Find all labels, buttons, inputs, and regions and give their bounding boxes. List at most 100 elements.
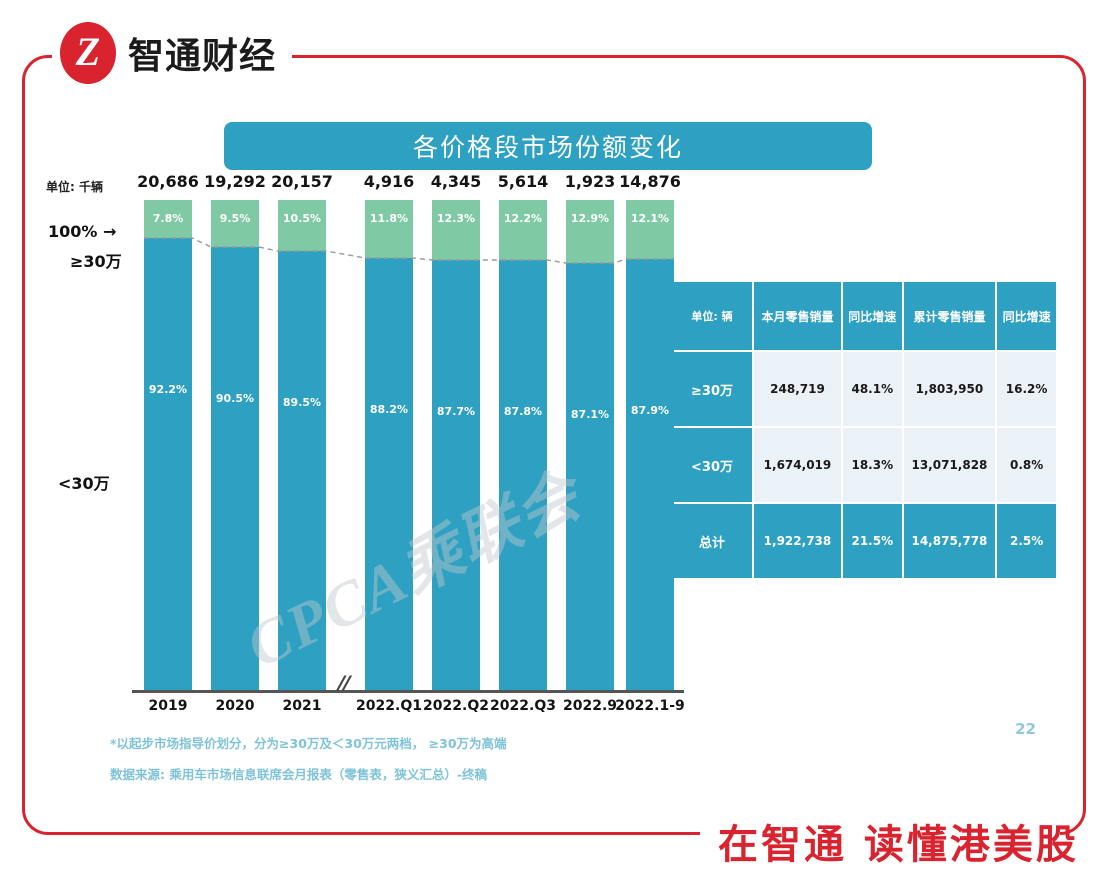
- table-cell: 18.3%: [842, 428, 902, 502]
- bar-segment-low: 88.2%: [365, 258, 413, 690]
- table-column-header: 同比增速: [842, 282, 902, 350]
- bar-segment-high: 11.8%: [365, 200, 413, 258]
- x-axis-tick-label: 2022.Q3: [490, 698, 556, 714]
- bar-segment-label: 12.2%: [503, 212, 543, 225]
- bar-segment-label: 87.9%: [630, 404, 670, 417]
- x-axis-tick-label: 2020: [215, 698, 255, 714]
- bar-total-label: 4,916: [363, 172, 415, 191]
- table-cell: 14,875,778: [903, 504, 996, 578]
- table-row-header: 总计: [672, 504, 752, 578]
- bar-segment-label: 10.5%: [282, 212, 322, 225]
- bar-segment-high: 7.8%: [144, 200, 192, 238]
- page-number: 22: [1015, 720, 1036, 738]
- bar-segment-low: 89.5%: [278, 251, 326, 690]
- bar-segment-label: 12.9%: [570, 212, 610, 225]
- bar-segment-low: 87.9%: [626, 259, 674, 690]
- brand-tagline: 在智通 读懂港美股: [718, 822, 1079, 868]
- x-axis-tick-label: 2021: [282, 698, 322, 714]
- bar-segment-high: 12.9%: [566, 200, 614, 263]
- table-cell: 0.8%: [997, 428, 1056, 502]
- bar-segment-low: 90.5%: [211, 247, 259, 690]
- table-row: <30万 1,674,019 18.3% 13,071,828 0.8%: [672, 428, 1056, 502]
- bar-segment-label: 87.1%: [570, 408, 610, 421]
- bar-segment-low: 92.2%: [144, 238, 192, 690]
- x-axis-tick-label: 2022.Q2: [423, 698, 489, 714]
- axis-label-high-segment: ≥30万: [70, 252, 122, 271]
- logo-glyph: Z: [75, 29, 101, 74]
- bar-segment-label: 9.5%: [219, 212, 251, 225]
- table-cell: 48.1%: [842, 352, 902, 426]
- table-cell: 1,674,019: [754, 428, 841, 502]
- x-axis-tick-label: 2022.9: [562, 698, 618, 714]
- bar-segment-high: 12.2%: [499, 200, 547, 260]
- x-axis-tick-label: 2019: [148, 698, 188, 714]
- slide-canvas: 各价格段市场份额变化 单位: 千辆 100% → ≥30万 <30万 20,68…: [40, 100, 1070, 800]
- brand-logo: Z 智通财经: [60, 22, 276, 84]
- bar-total-label: 4,345: [430, 172, 482, 191]
- bar-total-label: 20,157: [271, 172, 333, 191]
- brand-name: 智通财经: [128, 36, 277, 77]
- table-row-header: <30万: [672, 428, 752, 502]
- bar-column: 4,345 12.3% 87.7%: [431, 172, 481, 690]
- table-body: ≥30万 248,719 48.1% 1,803,950 16.2% <30万 1,674,…: [672, 352, 1056, 578]
- x-axis-tick-label: 2022.Q1: [356, 698, 422, 714]
- table-row: ≥30万 248,719 48.1% 1,803,950 16.2%: [672, 352, 1056, 426]
- bar-column: 4,916 11.8% 88.2%: [364, 172, 414, 690]
- slide-red-frame: [22, 55, 1086, 835]
- bar-segment-label: 87.8%: [503, 405, 543, 418]
- x-axis-line: [132, 690, 684, 693]
- bar-segment-label: 12.1%: [630, 212, 670, 225]
- bar-total-label: 20,686: [137, 172, 199, 191]
- footnote-price-definition: *以起步市场指导价划分，分为≥30万及＜30万元两档， ≥30万为高端: [110, 736, 507, 751]
- table-column-header: 同比增速: [997, 282, 1056, 350]
- bar-segment-low: 87.7%: [432, 260, 480, 690]
- bar-total-label: 5,614: [497, 172, 549, 191]
- axis-top-marker: 100% →: [48, 222, 117, 241]
- bar-segment-label: 7.8%: [152, 212, 184, 225]
- bar-segment-low: 87.8%: [499, 260, 547, 690]
- table-header-row: 单位: 辆本月零售销量 同比增速 累计零售销量 同比增速: [672, 282, 1056, 350]
- bar-segment-label: 12.3%: [436, 212, 476, 225]
- table-column-header: 本月零售销量: [754, 282, 841, 350]
- retail-sales-table: 单位: 辆本月零售销量 同比增速 累计零售销量 同比增速 ≥30万 248,719 48.…: [670, 280, 1058, 580]
- axis-label-low-segment: <30万: [58, 474, 110, 493]
- chart-title: 各价格段市场份额变化: [224, 122, 872, 170]
- bar-segment-label: 90.5%: [215, 392, 255, 405]
- bar-segment-low: 87.1%: [566, 263, 614, 690]
- bar-total-label: 19,292: [204, 172, 266, 191]
- bar-column: 20,157 10.5% 89.5%: [271, 172, 333, 690]
- zhitong-logo-icon: Z: [60, 22, 116, 84]
- x-axis-tick-label: 2022.1-9: [615, 698, 685, 714]
- bar-total-label: 1,923: [564, 172, 616, 191]
- bar-segment-high: 9.5%: [211, 200, 259, 247]
- frame-gap-tagline: [700, 822, 1060, 850]
- bar-segment-label: 92.2%: [148, 383, 188, 396]
- bar-segment-label: 88.2%: [369, 403, 409, 416]
- stacked-bar-plot: 20,686 7.8% 92.2% 19,292 9.5% 90.5% 20,157 10.5…: [137, 172, 681, 690]
- chart-unit-label: 单位: 千辆: [46, 180, 103, 194]
- bar-column: 14,876 12.1% 87.9%: [619, 172, 681, 690]
- table-row: 总计 1,922,738 21.5% 14,875,778 2.5%: [672, 504, 1056, 578]
- bar-segment-high: 10.5%: [278, 200, 326, 251]
- bar-column: 19,292 9.5% 90.5%: [204, 172, 266, 690]
- table-cell: 21.5%: [842, 504, 902, 578]
- footnote-data-source: 数据来源: 乘用车市场信息联席会月报表（零售表，狭义汇总）-终稿: [110, 767, 488, 782]
- bar-segment-label: 11.8%: [369, 212, 409, 225]
- table-cell: 13,071,828: [903, 428, 996, 502]
- table-column-header: 累计零售销量: [903, 282, 996, 350]
- bar-total-label: 14,876: [619, 172, 681, 191]
- table-row-header: ≥30万: [672, 352, 752, 426]
- table-cell: 1,922,738: [754, 504, 841, 578]
- bar-segment-label: 89.5%: [282, 396, 322, 409]
- table-corner-header: 单位: 辆: [672, 282, 752, 350]
- bar-column: 5,614 12.2% 87.8%: [498, 172, 548, 690]
- bar-segment-label: 87.7%: [436, 405, 476, 418]
- table-cell: 1,803,950: [903, 352, 996, 426]
- table-cell: 248,719: [754, 352, 841, 426]
- bar-segment-high: 12.3%: [432, 200, 480, 260]
- table-cell: 2.5%: [997, 504, 1056, 578]
- bar-segment-high: 12.1%: [626, 200, 674, 259]
- bar-column: 20,686 7.8% 92.2%: [137, 172, 199, 690]
- table-header: 单位: 辆本月零售销量 同比增速 累计零售销量 同比增速: [672, 282, 1056, 350]
- bar-column: 1,923 12.9% 87.1%: [565, 172, 615, 690]
